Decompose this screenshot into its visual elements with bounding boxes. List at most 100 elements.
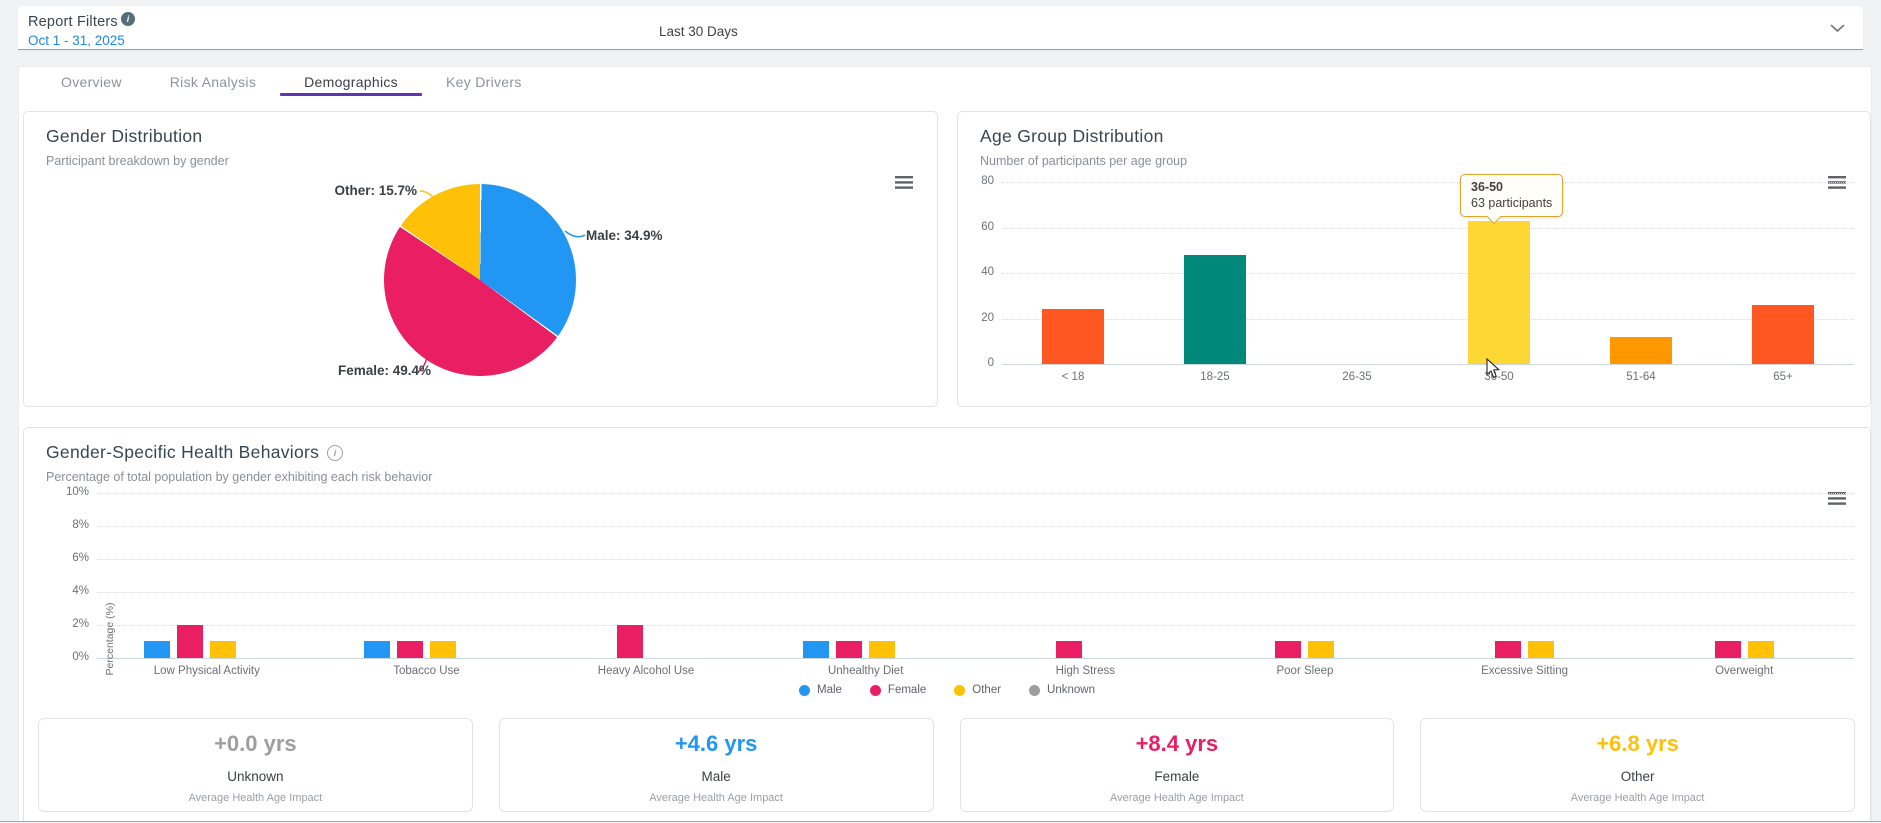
tooltip-text: 63 participants — [1471, 196, 1553, 210]
behavior-tobacco-use: Tobacco Use — [317, 493, 537, 677]
age-card-subtitle: Number of participants per age group — [980, 154, 1188, 168]
bar-18[interactable] — [1042, 309, 1104, 364]
y-tick-label: 40 — [981, 266, 994, 278]
age-group-distribution-card: Age Group Distribution Number of partici… — [957, 111, 1871, 407]
date-range-link[interactable]: Oct 1 - 31, 2025 — [28, 33, 125, 48]
tab-risk-analysis[interactable]: Risk Analysis — [169, 73, 257, 90]
behavior-poor-sleep: Poor Sleep — [1195, 493, 1415, 677]
pie-label-male: Male: 34.9% — [586, 228, 663, 243]
y-tick-label: 2% — [72, 618, 89, 630]
tab-bar: Overview Risk Analysis Demographics Key Dri… — [37, 67, 546, 96]
tab-key-drivers[interactable]: Key Drivers — [446, 73, 522, 90]
bar-male-tobacco-use[interactable] — [363, 641, 390, 658]
bar-group — [1415, 493, 1635, 658]
bar-other-overweight[interactable] — [1747, 641, 1774, 658]
behaviors-card-subtitle: Percentage of total population by gender… — [46, 470, 433, 484]
chevron-down-icon[interactable] — [1830, 24, 1845, 33]
bar-51-64[interactable] — [1610, 337, 1672, 364]
bar-female-low-physical-activity[interactable] — [177, 625, 204, 658]
gridline — [1002, 227, 1854, 229]
gender-card-title: Gender Distribution — [46, 126, 203, 146]
legend-dot — [869, 684, 881, 696]
health-age-impact-card-unknown: +0.0 yrs Unknown Average Health Age Impact — [38, 718, 473, 812]
report-filters-bar[interactable]: Report Filters i Oct 1 - 31, 2025 Last 3… — [18, 6, 1863, 50]
bar-18-25[interactable] — [1184, 255, 1246, 364]
legend-label: Other — [972, 684, 1002, 696]
bar-other-tobacco-use[interactable] — [429, 641, 456, 658]
tab-overview[interactable]: Overview — [61, 73, 122, 90]
bar-female-heavy-alcohol-use[interactable] — [616, 625, 643, 658]
age-category-65: 65+ — [1712, 182, 1854, 383]
behavior-high-stress: High Stress — [976, 493, 1196, 677]
health-age-impact-card-other: +6.8 yrs Other Average Health Age Impact — [1420, 718, 1855, 812]
bar-other-excessive-sitting[interactable] — [1528, 641, 1555, 658]
bar-group — [97, 493, 317, 658]
bar-group — [317, 493, 537, 658]
y-tick-label: 60 — [981, 220, 994, 233]
behavior-overweight: Overweight — [1634, 493, 1854, 677]
report-filters-title: Report Filters — [28, 14, 118, 30]
bar-female-high-stress[interactable] — [1055, 641, 1082, 658]
gridline — [97, 526, 1854, 527]
legend-item-unknown[interactable]: Unknown — [1029, 684, 1095, 696]
health-behaviors-card: Gender-Specific Health Behaviors i Percen… — [23, 427, 1871, 822]
stat-value: +8.4 yrs — [1135, 731, 1219, 756]
stat-caption: Average Health Age Impact — [1110, 792, 1244, 804]
report-content: Overview Risk Analysis Demographics Key Dri… — [18, 66, 1872, 822]
bar-36-50[interactable] — [1468, 221, 1530, 364]
x-tick-label: 65+ — [1773, 371, 1793, 383]
period-label: Last 30 Days — [659, 24, 738, 39]
bar-group — [976, 493, 1196, 658]
x-tick-label: 18-25 — [1200, 371, 1230, 383]
bar-other-poor-sleep[interactable] — [1308, 641, 1335, 658]
bar-65[interactable] — [1752, 305, 1814, 364]
stat-value: +4.6 yrs — [674, 731, 758, 756]
info-icon[interactable]: i — [327, 445, 344, 461]
age-category-18: < 18 — [1002, 182, 1144, 383]
x-tick-label: Unhealthy Diet — [827, 665, 904, 677]
gridline — [1002, 318, 1854, 320]
x-tick-label: 36-50 — [1484, 371, 1514, 383]
stat-label: Unknown — [227, 769, 284, 784]
age-category-51-64: 51-64 — [1570, 182, 1712, 383]
bar-female-overweight[interactable] — [1714, 641, 1741, 658]
x-tick-label: Poor Sleep — [1276, 665, 1334, 677]
legend-label: Male — [816, 684, 842, 696]
legend-dot — [954, 684, 966, 696]
legend-dot — [798, 684, 810, 696]
age-bar-series: < 18 18-25 26-35 36-50 51-64 65+ — [1002, 182, 1854, 383]
bar-female-excessive-sitting[interactable] — [1495, 641, 1522, 658]
page-bottom-divider — [0, 821, 1881, 822]
bar-other-low-physical-activity[interactable] — [210, 641, 237, 658]
bar-female-tobacco-use[interactable] — [396, 641, 423, 658]
tooltip-title: 36-50 — [1471, 180, 1503, 194]
age-category-36-50: 36-50 — [1428, 182, 1570, 383]
tab-demographics[interactable]: Demographics — [280, 67, 422, 96]
chart-menu-icon[interactable] — [895, 176, 913, 189]
stat-value: +0.0 yrs — [214, 731, 297, 756]
bar-female-unhealthy-diet[interactable] — [836, 641, 863, 658]
gender-pie-chart[interactable] — [384, 184, 576, 376]
gridline — [1002, 273, 1854, 274]
health-age-impact-card-male: +4.6 yrs Male Average Health Age Impact — [498, 718, 934, 812]
legend-item-female[interactable]: Female — [869, 684, 926, 696]
info-icon[interactable]: i — [121, 12, 135, 26]
bar-female-poor-sleep[interactable] — [1275, 641, 1302, 658]
gridline — [97, 559, 1854, 560]
legend-item-other[interactable]: Other — [954, 684, 1001, 696]
stat-label: Female — [1154, 769, 1200, 784]
behaviors-bar-plot: Percentage (%) 0% 2% 4% 6% 8% 10% Low Physical… — [66, 486, 1854, 677]
pie-label-other: Other: 15.7% — [334, 183, 417, 198]
behaviors-bar-series: Low Physical Activity Tobacco Use Heavy Al… — [97, 493, 1854, 677]
x-tick-label: Heavy Alcohol Use — [597, 665, 695, 677]
bar-other-unhealthy-diet[interactable] — [869, 641, 896, 658]
y-tick-label: 4% — [72, 585, 89, 597]
bar-group — [756, 493, 976, 658]
bar-male-unhealthy-diet[interactable] — [803, 641, 830, 658]
legend-item-male[interactable]: Male — [798, 684, 842, 696]
behavior-excessive-sitting: Excessive Sitting — [1415, 493, 1635, 677]
behavior-heavy-alcohol-use: Heavy Alcohol Use — [536, 493, 756, 677]
bar-group — [1634, 493, 1854, 658]
behavior-low-physical-activity: Low Physical Activity — [97, 493, 317, 677]
bar-male-low-physical-activity[interactable] — [144, 641, 171, 658]
